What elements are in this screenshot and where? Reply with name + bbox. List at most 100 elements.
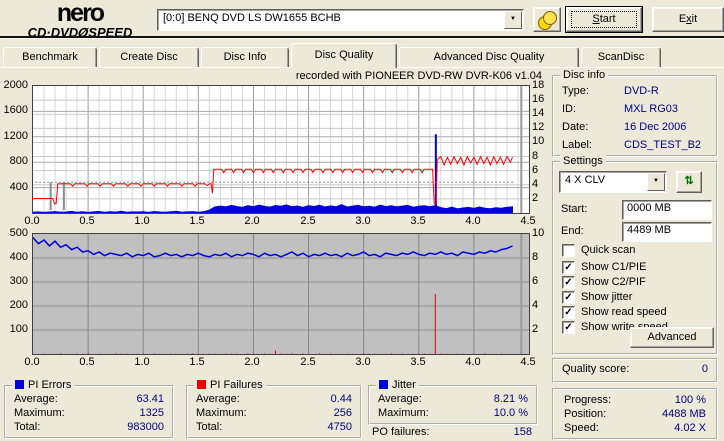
x-axis-tick: 2.0 <box>244 356 260 368</box>
advanced-button-label: Advanced <box>647 331 697 343</box>
checkbox-row-show-c1-pie[interactable]: ✓ Show C1/PIE <box>562 261 712 275</box>
drive-selector[interactable]: [0:0] BENQ DVD LS DW1655 BCHB ▼ <box>157 9 524 31</box>
advanced-button[interactable]: Advanced <box>630 327 714 348</box>
x-axis-tick: 4.0 <box>465 215 481 227</box>
stat-label: Average: <box>378 393 422 405</box>
x-axis-tick: 1.5 <box>189 215 205 227</box>
start-mb-field[interactable]: 0000 MB <box>622 200 712 220</box>
x-axis-tick: 1.0 <box>134 356 150 368</box>
disc-info-label: Date: <box>562 121 589 133</box>
exit-button-label: it <box>691 13 698 25</box>
x-axis-tick: 0.0 <box>24 356 40 368</box>
start-mb-label: Start: <box>561 203 588 215</box>
y-axis-left-tick: 500 <box>9 227 28 239</box>
y-axis-left-tick: 200 <box>9 299 28 311</box>
checkbox-label: Show C1/PIE <box>581 261 647 273</box>
tab-scandisc[interactable]: ScanDisc <box>581 47 661 67</box>
x-axis-tick: 4.0 <box>465 356 481 368</box>
disc-tools-button[interactable] <box>533 7 561 32</box>
progress-row: Position: 4488 MB <box>562 408 708 422</box>
y-axis-right-tick: 14 <box>532 107 545 120</box>
pi-errors-legend: PI Errors <box>12 379 75 391</box>
y-axis-right-tick: 10 <box>532 227 545 239</box>
chevron-down-icon[interactable]: ▼ <box>504 11 522 29</box>
tab-disc-info[interactable]: Disc Info <box>201 47 289 67</box>
disc-info-title: Disc info <box>560 69 609 81</box>
progress-value: 100 % <box>674 394 706 406</box>
progress-row: Progress: 100 % <box>562 394 708 408</box>
lower-quality-chart <box>32 233 530 355</box>
end-mb-label: End: <box>561 225 584 237</box>
checkbox-row-show-c2-pif[interactable]: ✓ Show C2/PIF <box>562 276 712 290</box>
pi-errors-panel: PI Errors Average: 63.41 Maximum: 1325 Total… <box>4 379 174 439</box>
progress-panel: Progress: 100 % Position: 4488 MB Speed: 4.02… <box>552 388 718 440</box>
write-speed-series <box>33 155 513 205</box>
stat-label: Total: <box>196 421 223 433</box>
top-separator <box>0 36 724 39</box>
scan-speed-select[interactable]: 4 X CLV ▼ <box>559 171 667 193</box>
stat-value: 8.21 % <box>493 393 528 405</box>
jitter-legend: Jitter <box>376 379 419 391</box>
drive-selector-value: [0:0] BENQ DVD LS DW1655 BCHB <box>163 12 341 24</box>
checkbox-unchecked[interactable] <box>562 244 575 257</box>
end-mb-field[interactable]: 4489 MB <box>622 222 712 242</box>
y-axis-left-tick: 400 <box>9 251 28 263</box>
stat-label: Maximum: <box>378 407 429 419</box>
upper-quality-chart <box>32 85 530 214</box>
checkbox-row-show-read-speed[interactable]: ✓ Show read speed <box>562 306 712 320</box>
checkbox-checked[interactable]: ✓ <box>562 291 575 304</box>
jitter-series <box>33 237 513 258</box>
disc-info-label: Label: <box>562 139 592 151</box>
y-axis-left-tick: 300 <box>9 275 28 287</box>
x-axis-tick: 1.0 <box>134 215 150 227</box>
start-button-label: tart <box>599 13 616 25</box>
x-axis-tick: 2.0 <box>244 215 260 227</box>
checkbox-checked[interactable]: ✓ <box>562 306 575 319</box>
x-axis-tick: 0.5 <box>79 356 95 368</box>
stat-value: 256 <box>333 407 352 419</box>
exit-button[interactable]: Exit <box>652 7 724 32</box>
x-axis-tick: 2.5 <box>300 215 316 227</box>
tab-advanced-disc-quality[interactable]: Advanced Disc Quality <box>399 47 579 67</box>
stat-label: Maximum: <box>14 407 65 419</box>
chevron-down-icon[interactable]: ▼ <box>647 173 665 191</box>
stat-label: Total: <box>14 421 41 433</box>
stat-label: Maximum: <box>196 407 247 419</box>
discs-icon <box>543 11 557 25</box>
refresh-button[interactable]: ⇅ <box>676 171 702 193</box>
disc-info-row: Type: DVD-R <box>562 85 708 99</box>
x-axis-tick: 0.5 <box>79 215 95 227</box>
disc-info-row: Date: 16 Dec 2006 <box>562 121 708 135</box>
checkbox-checked[interactable]: ✓ <box>562 261 575 274</box>
disc-info-value: CDS_TEST_B2 <box>624 139 702 151</box>
stat-value: 1325 <box>139 407 164 419</box>
disc-info-value: 16 Dec 2006 <box>624 121 687 133</box>
pi-failures-color-swatch <box>197 380 206 389</box>
chart-title: recorded with PIONEER DVD-RW DVR-K06 v1.… <box>295 70 542 82</box>
x-axis-tick: 3.0 <box>355 356 371 368</box>
quality-score-panel: Quality score: 0 <box>552 358 718 383</box>
start-button[interactable]: Start <box>566 7 642 32</box>
stat-value: 0.44 <box>330 393 352 405</box>
progress-label: Speed: <box>564 422 599 434</box>
progress-value: 4488 MB <box>661 408 706 420</box>
y-axis-left-tick: 2000 <box>3 79 28 91</box>
tab-page-disc-quality: recorded with PIONEER DVD-RW DVR-K06 v1.… <box>0 67 724 441</box>
y-axis-right-tick: 12 <box>532 121 545 134</box>
checkbox-row-show-jitter[interactable]: ✓ Show jitter <box>562 291 712 305</box>
tab-create-disc[interactable]: Create Disc <box>99 47 199 67</box>
tab-benchmark[interactable]: Benchmark <box>3 47 97 67</box>
y-axis-right-tick: 10 <box>532 135 545 148</box>
checkbox-row-quick-scan[interactable]: Quick scan <box>562 244 712 258</box>
jitter-panel: Jitter Average: 8.21 % Maximum: 10.0 % <box>368 379 538 425</box>
tab-disc-quality[interactable]: Disc Quality <box>291 43 397 68</box>
progress-label: Progress: <box>564 394 612 406</box>
checkbox-checked[interactable]: ✓ <box>562 321 575 334</box>
checkbox-checked[interactable]: ✓ <box>562 276 575 289</box>
x-axis-tick: 3.0 <box>355 215 371 227</box>
progress-row: Speed: 4.02 X <box>562 422 708 436</box>
checkbox-label: Show jitter <box>581 291 633 303</box>
jitter-color-swatch <box>379 380 388 389</box>
y-axis-right-tick: 18 <box>532 79 545 91</box>
